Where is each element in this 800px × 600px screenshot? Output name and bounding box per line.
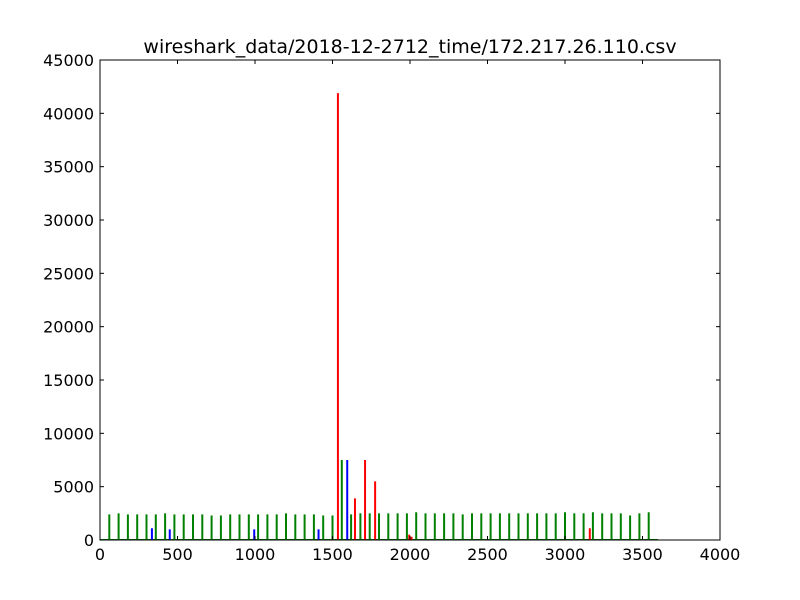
y-tick-label: 0: [84, 531, 94, 550]
y-tick-label: 30000: [43, 211, 94, 230]
y-axis: 0 5000 10000 15000 20000 25000 30000 35000 40000…: [43, 51, 720, 550]
x-tick-label: 0: [95, 545, 105, 564]
y-tick-label: 10000: [43, 424, 94, 443]
y-tick-label: 35000: [43, 158, 94, 177]
x-tick-label: 1000: [235, 545, 276, 564]
x-tick-label: 2500: [467, 545, 508, 564]
plot-area: [99, 59, 721, 541]
chart-title: wireshark_data/2018-12-2712_time/172.217…: [143, 36, 676, 58]
x-tick-label: 3000: [545, 545, 586, 564]
y-tick-label: 15000: [43, 371, 94, 390]
y-tick-label: 45000: [43, 51, 94, 70]
chart-marks: [100, 93, 658, 540]
y-tick-label: 40000: [43, 104, 94, 123]
x-axis: 0 500 1000 1500 2000 2500 3000 3500 4000: [95, 60, 740, 564]
x-tick-label: 500: [162, 545, 193, 564]
x-tick-label: 3500: [622, 545, 663, 564]
y-tick-label: 5000: [53, 478, 94, 497]
y-tick-label: 20000: [43, 318, 94, 337]
x-tick-label: 1500: [312, 545, 353, 564]
x-tick-label: 4000: [700, 545, 741, 564]
x-tick-label: 2000: [390, 545, 431, 564]
y-tick-label: 25000: [43, 264, 94, 283]
